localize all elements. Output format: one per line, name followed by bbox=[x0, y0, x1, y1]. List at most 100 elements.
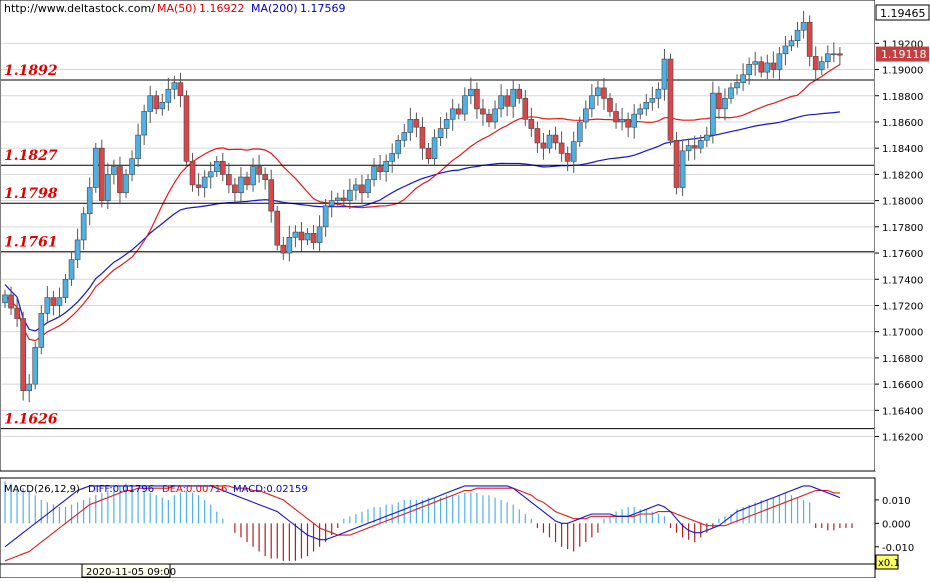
candle-up bbox=[147, 85, 153, 124]
candle-down bbox=[177, 72, 184, 108]
candle-up bbox=[631, 104, 638, 139]
candle-down bbox=[673, 131, 680, 195]
candle-up bbox=[38, 304, 45, 355]
candle-up bbox=[304, 228, 311, 246]
candle-up bbox=[800, 10, 807, 39]
candle-down bbox=[564, 146, 571, 172]
candle-down bbox=[522, 89, 529, 127]
candle-up bbox=[582, 100, 589, 129]
macd-value-label: MACD:0.02159 bbox=[233, 484, 308, 495]
candle-up bbox=[26, 374, 33, 403]
level-label: 1.1761 bbox=[4, 235, 58, 251]
candle-up bbox=[468, 77, 474, 105]
price-tick-label: 1.17600 bbox=[882, 249, 923, 260]
candle-up bbox=[655, 82, 662, 109]
candle-down bbox=[716, 86, 722, 119]
candle-up bbox=[353, 178, 359, 201]
candle-up bbox=[56, 287, 63, 318]
candle-down bbox=[480, 98, 486, 126]
candle-down bbox=[419, 117, 426, 160]
candle-down bbox=[474, 82, 480, 119]
price-tick-label: 1.17400 bbox=[882, 275, 923, 286]
candle-down bbox=[425, 142, 432, 164]
diff-label: DIFF:0.01796 bbox=[88, 484, 154, 495]
candle-up bbox=[431, 129, 438, 166]
candle-down bbox=[189, 152, 196, 192]
current-price-label: 1.19118 bbox=[881, 48, 927, 61]
scale-badge[interactable] bbox=[875, 554, 899, 570]
candle-up bbox=[401, 124, 408, 148]
candle-up bbox=[576, 116, 583, 147]
candle-up bbox=[595, 81, 601, 106]
candle-up bbox=[685, 138, 692, 161]
price-tick-label: 1.18400 bbox=[882, 144, 923, 155]
candle-down bbox=[183, 90, 190, 167]
candle-down bbox=[601, 77, 607, 110]
ma50-label: MA(50) bbox=[157, 2, 197, 15]
macd-dea-line bbox=[4, 485, 840, 562]
candle-up bbox=[389, 143, 396, 173]
candle-up bbox=[105, 162, 111, 209]
candle-up bbox=[407, 107, 414, 141]
candle-down bbox=[226, 162, 232, 194]
candle-up bbox=[824, 45, 831, 69]
candle-down bbox=[20, 311, 26, 401]
candle-down bbox=[99, 139, 105, 208]
candle-down bbox=[534, 121, 541, 153]
candle-down bbox=[837, 46, 843, 66]
candle-up bbox=[32, 342, 39, 390]
candle-up bbox=[286, 225, 293, 262]
candle-up bbox=[44, 286, 51, 322]
candle-up bbox=[703, 126, 710, 148]
candle-up bbox=[649, 86, 656, 111]
price-tick-label: 1.18600 bbox=[882, 118, 923, 129]
candle-down bbox=[607, 93, 613, 117]
candle-down bbox=[340, 189, 347, 208]
candle-up bbox=[92, 142, 99, 193]
current-price-box bbox=[876, 46, 929, 62]
candle-down bbox=[244, 171, 250, 191]
candle-up bbox=[788, 35, 795, 52]
macd-tick-label: 0.010 bbox=[882, 496, 911, 507]
ma200-label: MA(200) bbox=[251, 2, 298, 15]
candle-up bbox=[498, 84, 504, 118]
candle-down bbox=[770, 51, 777, 78]
price-tick-label: 1.19000 bbox=[882, 66, 923, 77]
level-label: 1.1892 bbox=[4, 63, 58, 79]
candle-up bbox=[62, 274, 69, 303]
candle-down bbox=[558, 131, 565, 162]
candle-up bbox=[637, 103, 644, 120]
candle-up bbox=[740, 63, 746, 92]
candle-up bbox=[782, 35, 789, 66]
candle-down bbox=[14, 296, 20, 327]
candle-up bbox=[570, 131, 577, 173]
candle-up bbox=[238, 167, 244, 205]
candle-down bbox=[153, 90, 160, 115]
candle-up bbox=[734, 74, 740, 95]
price-axis-area bbox=[875, 0, 930, 471]
candle-up bbox=[250, 158, 256, 192]
candle-up bbox=[74, 228, 81, 268]
price-axis: 1.19200 1.19000 1.18800 1.18600 1.18400 1.182… bbox=[875, 39, 923, 444]
candle-up bbox=[328, 190, 335, 218]
candle-up bbox=[365, 174, 371, 198]
candle-down bbox=[413, 112, 420, 138]
source-url: http://www.deltastock.com/ bbox=[4, 2, 155, 15]
candle-up bbox=[492, 100, 498, 129]
candle-down bbox=[268, 169, 275, 223]
candle-up bbox=[697, 135, 704, 154]
candle-up bbox=[201, 170, 208, 198]
candle-down bbox=[758, 56, 765, 78]
candle-down bbox=[667, 53, 674, 146]
candle-up bbox=[207, 161, 214, 189]
candle-up bbox=[643, 93, 650, 116]
candle-down bbox=[691, 135, 698, 160]
price-panel-frame bbox=[0, 0, 876, 472]
price-tick-label: 1.17200 bbox=[882, 301, 923, 312]
price-tick-label: 1.17800 bbox=[882, 223, 923, 234]
candle-down bbox=[220, 152, 226, 182]
candle-up bbox=[316, 215, 323, 251]
candle-up bbox=[322, 199, 329, 237]
macd-tick-label: 0.000 bbox=[882, 519, 911, 530]
